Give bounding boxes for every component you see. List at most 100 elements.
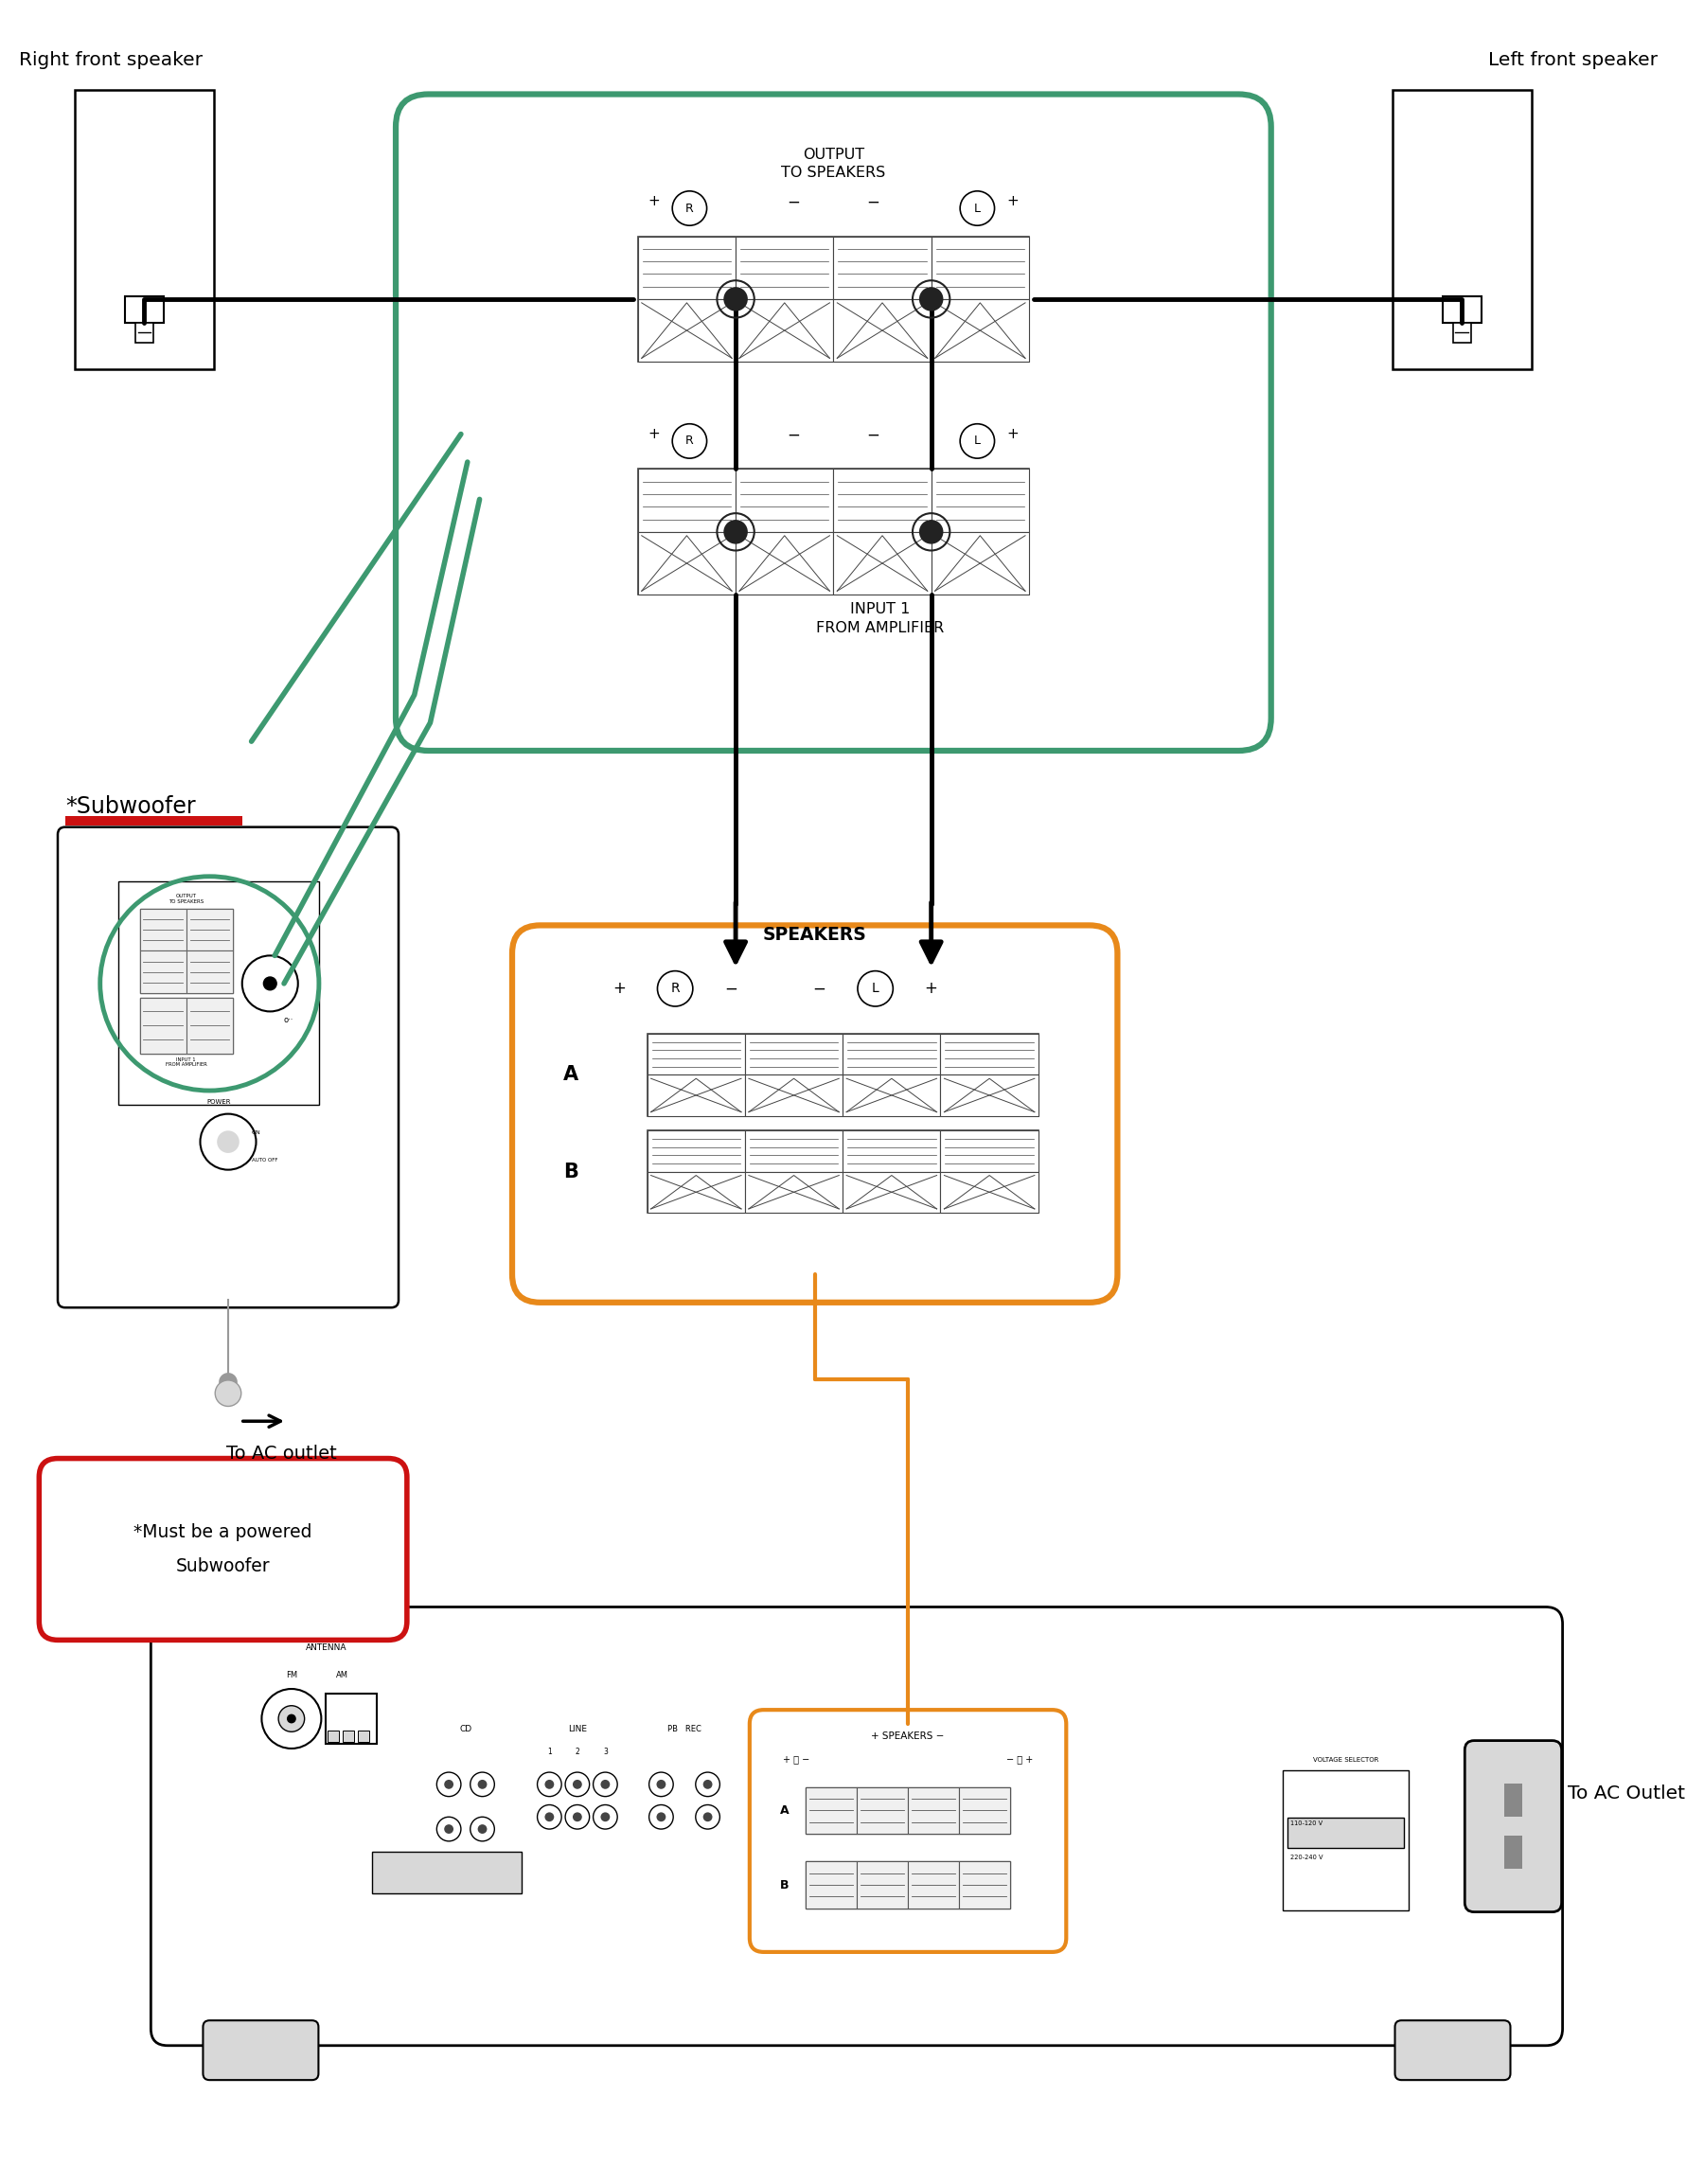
Bar xyxy=(930,236,1029,299)
Circle shape xyxy=(918,286,944,310)
Text: B: B xyxy=(780,1878,789,1891)
Text: FM: FM xyxy=(286,1671,296,1679)
Circle shape xyxy=(673,190,707,225)
Bar xyxy=(1454,323,1471,343)
Bar xyxy=(325,1693,377,1743)
Text: −: − xyxy=(866,194,879,212)
Bar xyxy=(637,299,736,363)
FancyBboxPatch shape xyxy=(395,94,1271,751)
Text: OUTPUT
TO SPEAKERS: OUTPUT TO SPEAKERS xyxy=(169,893,204,904)
Text: +: + xyxy=(1007,426,1019,441)
Bar xyxy=(745,1033,843,1075)
Text: SPEAKERS: SPEAKERS xyxy=(763,926,867,943)
Text: AUTO OFF: AUTO OFF xyxy=(252,1158,278,1162)
Bar xyxy=(843,1131,941,1171)
Text: B: B xyxy=(564,1162,578,1182)
Text: L: L xyxy=(975,435,980,448)
Circle shape xyxy=(724,286,748,310)
Bar xyxy=(65,817,242,826)
Circle shape xyxy=(573,1813,583,1821)
Bar xyxy=(124,297,164,323)
Text: To AC Outlet: To AC Outlet xyxy=(1568,1784,1685,1802)
Bar xyxy=(186,909,233,950)
Text: Left front speaker: Left front speaker xyxy=(1488,50,1658,70)
Circle shape xyxy=(959,424,995,459)
Bar xyxy=(736,470,833,533)
Bar xyxy=(637,470,736,533)
Bar xyxy=(648,1171,745,1212)
Circle shape xyxy=(436,1817,462,1841)
Text: −: − xyxy=(787,194,801,212)
Circle shape xyxy=(470,1771,494,1797)
Text: *Must be a powered
Subwoofer: *Must be a powered Subwoofer xyxy=(135,1524,312,1575)
Text: AM: AM xyxy=(336,1671,348,1679)
Text: 3: 3 xyxy=(603,1747,608,1756)
Text: +: + xyxy=(613,981,625,998)
Circle shape xyxy=(537,1771,562,1797)
Bar xyxy=(135,323,153,343)
Text: + Ⓡ −: + Ⓡ − xyxy=(782,1754,809,1765)
Circle shape xyxy=(857,972,893,1007)
Bar xyxy=(908,1861,959,1909)
Circle shape xyxy=(959,190,995,225)
Circle shape xyxy=(566,1771,590,1797)
Text: +: + xyxy=(1007,194,1019,207)
Bar xyxy=(930,470,1029,533)
Bar xyxy=(648,1033,1038,1116)
Text: −: − xyxy=(787,426,801,443)
Text: L: L xyxy=(872,983,879,996)
Text: −: − xyxy=(866,426,879,443)
FancyBboxPatch shape xyxy=(152,1607,1563,2046)
Circle shape xyxy=(704,1813,712,1821)
Text: To AC outlet: To AC outlet xyxy=(227,1444,337,1463)
Bar xyxy=(745,1075,843,1116)
Circle shape xyxy=(537,1804,562,1828)
Bar xyxy=(1288,1817,1404,1848)
Bar xyxy=(327,1730,339,1743)
Circle shape xyxy=(477,1824,487,1835)
Bar xyxy=(745,1171,843,1212)
Bar xyxy=(648,1131,745,1171)
Circle shape xyxy=(593,1804,617,1828)
Bar xyxy=(843,1033,941,1075)
Bar xyxy=(833,236,930,299)
Bar xyxy=(843,1171,941,1212)
Bar xyxy=(806,1787,857,1835)
Bar xyxy=(833,299,930,363)
Bar xyxy=(140,950,186,994)
Bar xyxy=(857,1861,908,1909)
Bar xyxy=(75,90,215,369)
Text: INPUT 1
FROM AMPLIFIER: INPUT 1 FROM AMPLIFIER xyxy=(165,1057,206,1068)
Bar xyxy=(648,1033,745,1075)
Circle shape xyxy=(242,957,298,1011)
Circle shape xyxy=(445,1824,453,1835)
Text: −: − xyxy=(724,981,738,998)
Bar xyxy=(857,1787,908,1835)
Bar xyxy=(806,1787,1010,1835)
Bar xyxy=(637,533,736,594)
FancyBboxPatch shape xyxy=(203,2020,319,2079)
Text: 1: 1 xyxy=(547,1747,552,1756)
Text: *Subwoofer: *Subwoofer xyxy=(65,795,196,817)
Bar xyxy=(1442,297,1481,323)
Circle shape xyxy=(656,1780,666,1789)
Text: R: R xyxy=(671,983,680,996)
Bar xyxy=(358,1730,368,1743)
Text: LINE: LINE xyxy=(567,1725,586,1734)
Bar xyxy=(736,236,833,299)
Bar xyxy=(1505,1835,1522,1870)
Bar xyxy=(941,1033,1038,1075)
Circle shape xyxy=(436,1771,462,1797)
Circle shape xyxy=(278,1706,305,1732)
Bar xyxy=(806,1861,1010,1909)
Bar xyxy=(941,1075,1038,1116)
Bar xyxy=(637,236,736,299)
Circle shape xyxy=(199,1114,256,1171)
Bar xyxy=(806,1861,857,1909)
Text: A: A xyxy=(780,1804,789,1817)
Circle shape xyxy=(445,1780,453,1789)
Bar xyxy=(637,236,1029,363)
Bar xyxy=(908,1787,959,1835)
Bar xyxy=(140,909,186,950)
Bar xyxy=(140,998,186,1053)
